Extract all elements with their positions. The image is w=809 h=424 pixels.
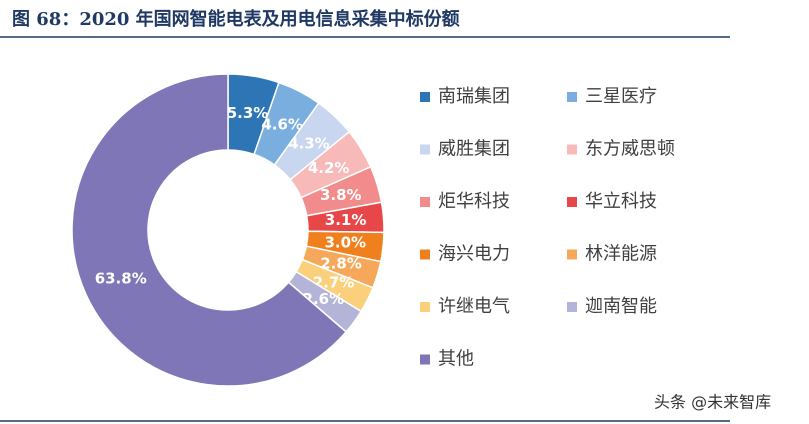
donut-slice	[71, 73, 348, 387]
data-label: 4.3%	[288, 135, 330, 153]
legend-swatch	[420, 249, 430, 260]
legend-swatch	[567, 92, 577, 102]
legend-swatch	[420, 302, 430, 312]
data-label: 5.3%	[227, 104, 269, 122]
data-label: 4.6%	[261, 116, 303, 134]
legend-label: 其他	[438, 349, 474, 370]
data-label: 2.8%	[320, 254, 362, 272]
legend-swatch	[420, 197, 430, 207]
legend-label: 南瑞集团	[438, 86, 510, 107]
watermark: 头条 @未来智库	[654, 393, 771, 412]
legend-label: 威胜集团	[438, 139, 510, 160]
legend-swatch	[567, 197, 577, 207]
legend-label: 炬华科技	[438, 191, 510, 212]
data-label: 4.2%	[308, 159, 350, 177]
legend-label: 许继电气	[438, 296, 510, 317]
data-label: 3.0%	[324, 233, 366, 251]
legend-swatch	[567, 144, 577, 155]
legend-label: 三星医疗	[585, 86, 657, 107]
legend-label: 华立科技	[585, 191, 657, 212]
legend-swatch	[567, 249, 577, 260]
data-label: 2.7%	[313, 273, 355, 291]
chart-title: 图 68：2020 年国网智能电表及用电信息采集中标份额	[12, 8, 460, 30]
legend-label: 迦南智能	[585, 296, 657, 317]
legend-swatch	[420, 144, 430, 155]
legend-label: 海兴电力	[438, 244, 510, 265]
legend-swatch	[420, 354, 430, 365]
data-label: 63.8%	[95, 270, 147, 288]
legend-swatch	[567, 302, 577, 312]
data-label: 3.8%	[320, 186, 362, 204]
data-label: 3.1%	[325, 211, 367, 229]
legend-label: 东方威思顿	[585, 139, 675, 160]
legend-label: 林洋能源	[585, 244, 657, 265]
legend-swatch	[420, 92, 430, 102]
